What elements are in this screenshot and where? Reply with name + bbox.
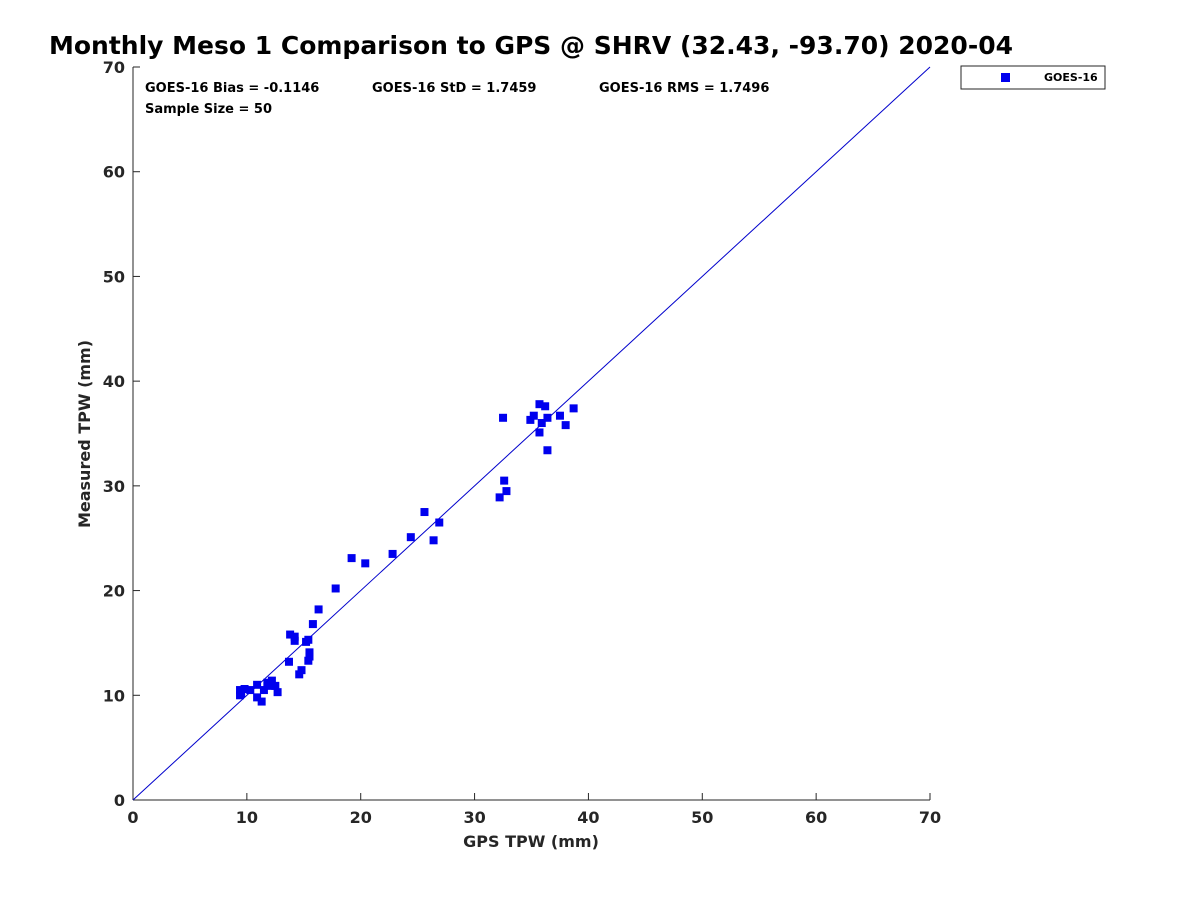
data-point	[543, 446, 552, 455]
legend-box	[960, 65, 1106, 90]
data-point	[253, 680, 262, 689]
y-tick-label: 40	[103, 372, 125, 391]
data-point	[305, 652, 314, 661]
x-tick-label: 20	[350, 808, 372, 827]
data-point	[257, 697, 266, 706]
data-point	[308, 620, 317, 629]
data-point	[347, 554, 356, 563]
data-point	[266, 681, 275, 690]
sample-size-stat: Sample Size = 50	[145, 102, 272, 117]
data-points	[236, 400, 578, 706]
one-to-one-line	[132, 66, 931, 801]
data-point	[543, 413, 552, 422]
data-point	[495, 493, 504, 502]
chart-title: Monthly Meso 1 Comparison to GPS @ SHRV …	[49, 31, 1013, 60]
data-point	[555, 411, 564, 420]
data-point	[569, 404, 578, 413]
data-point	[273, 688, 282, 697]
data-point	[561, 421, 570, 430]
data-point	[267, 676, 276, 685]
x-tick-label: 0	[127, 808, 138, 827]
data-point	[297, 666, 306, 675]
data-point	[535, 428, 544, 437]
data-point	[526, 415, 535, 424]
data-point	[502, 487, 511, 496]
x-tick-label: 40	[577, 808, 599, 827]
x-tick-label: 70	[919, 808, 941, 827]
y-axis-label: Measured TPW (mm)	[75, 340, 94, 528]
data-point	[537, 419, 546, 428]
x-tick-label: 30	[463, 808, 485, 827]
data-point	[304, 635, 313, 644]
y-tick-label: 30	[103, 477, 125, 496]
y-tick-label: 0	[114, 791, 125, 810]
x-tick-label: 10	[236, 808, 258, 827]
rms-stat: GOES-16 RMS = 1.7496	[599, 81, 769, 96]
data-point	[290, 632, 299, 641]
data-point	[406, 533, 415, 542]
legend-label: GOES-16	[1044, 71, 1098, 84]
y-tick-label: 70	[103, 58, 125, 77]
data-point	[541, 402, 550, 411]
data-point	[420, 508, 429, 517]
y-tick-label: 20	[103, 582, 125, 601]
y-tick-label: 50	[103, 267, 125, 286]
data-point	[271, 681, 280, 690]
data-point	[237, 689, 246, 698]
legend-marker	[1001, 73, 1010, 82]
data-point	[529, 411, 538, 420]
x-ticks: 0 10 20 30 40 50 60 70	[127, 793, 941, 827]
data-point	[435, 518, 444, 527]
x-tick-label: 50	[691, 808, 713, 827]
data-point	[286, 630, 295, 639]
data-point	[361, 559, 370, 568]
data-point	[305, 648, 314, 657]
data-point	[290, 636, 299, 645]
data-point	[314, 605, 323, 614]
data-point	[240, 685, 249, 694]
data-point	[253, 693, 262, 702]
data-point	[535, 400, 544, 409]
data-point	[500, 476, 509, 485]
data-point	[388, 549, 397, 558]
y-tick-label: 10	[103, 686, 125, 705]
bias-stat: GOES-16 Bias = -0.1146	[145, 81, 319, 96]
plot-area: 0 10 20 30 40 50 60 70 0 10 20 30 40 50 60 70	[103, 58, 941, 827]
x-tick-label: 60	[805, 808, 827, 827]
data-point	[499, 413, 508, 422]
data-point	[259, 686, 268, 695]
data-point	[429, 536, 438, 545]
data-point	[295, 670, 304, 679]
data-point	[331, 584, 340, 593]
data-point	[246, 686, 255, 695]
y-ticks: 0 10 20 30 40 50 60 70	[103, 58, 140, 810]
data-point	[284, 657, 293, 666]
legend: GOES-16	[960, 65, 1106, 90]
std-stat: GOES-16 StD = 1.7459	[372, 81, 536, 96]
y-tick-label: 60	[103, 163, 125, 182]
x-axis-label: GPS TPW (mm)	[463, 832, 599, 851]
data-point	[304, 656, 313, 665]
